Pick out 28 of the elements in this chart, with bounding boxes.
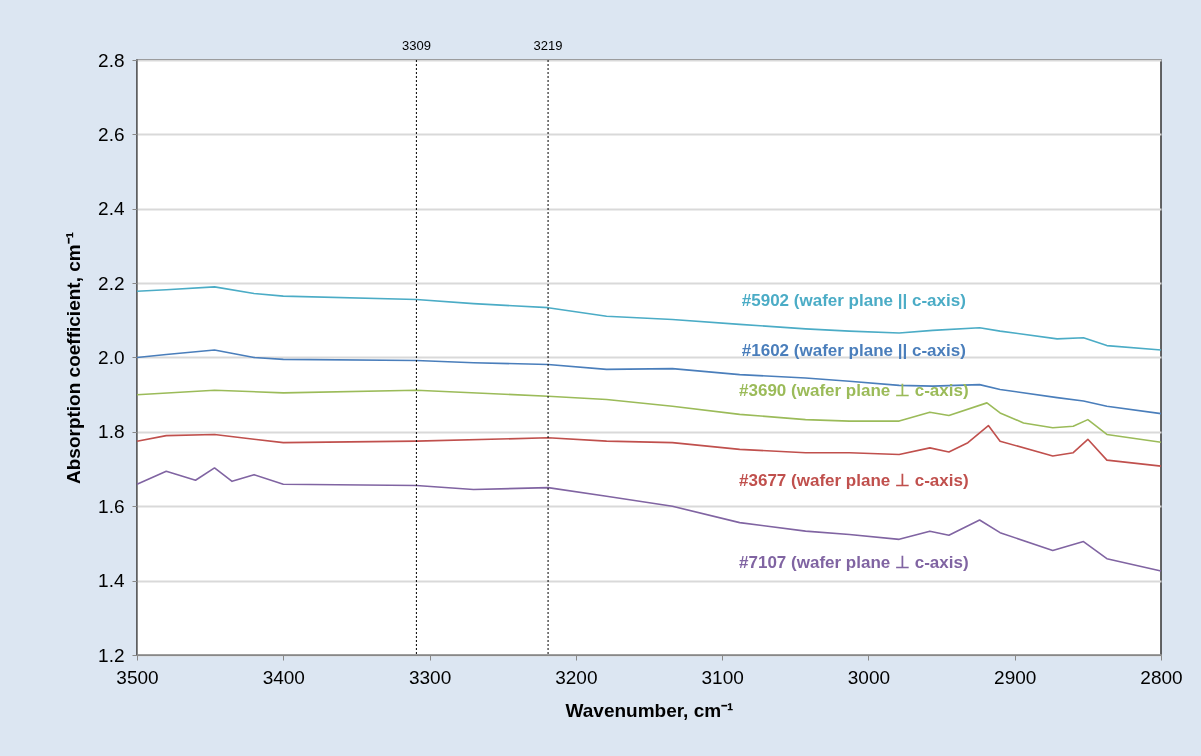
y-tick-label: 2.4 — [98, 198, 125, 220]
x-tick-label: 3400 — [262, 666, 305, 688]
x-tick-label: 3100 — [701, 666, 744, 688]
series-label: #7107 (wafer plane ⊥ c-axis) — [739, 552, 969, 572]
y-tick-label: 2.0 — [98, 347, 125, 368]
y-tick-label: 1.4 — [98, 570, 125, 592]
series-label: #5902 (wafer plane || c-axis) — [741, 291, 966, 311]
y-tick-label: 1.6 — [98, 495, 125, 517]
line-series — [136, 467, 1162, 572]
ref-line-label: 3219 — [533, 38, 563, 53]
series-label: #3690 (wafer plane ⊥ c-axis) — [739, 381, 969, 401]
x-axis-title: Wavenumber, cm⁻¹ — [565, 699, 734, 721]
x-tick-label: 3200 — [555, 666, 598, 688]
y-tick-label: 2.2 — [98, 272, 125, 294]
y-tick-label: 2.6 — [98, 123, 125, 145]
y-tick-label: 1.8 — [98, 421, 125, 443]
x-tick-label: 3300 — [408, 666, 452, 688]
x-tick-label: 2900 — [994, 666, 1037, 688]
x-tick-label: 3000 — [847, 666, 891, 688]
line-series — [136, 424, 1162, 467]
series-label: #3677 (wafer plane ⊥ c-axis) — [739, 470, 969, 490]
ref-line-label: 3309 — [401, 38, 431, 53]
y-tick-label: 1.2 — [98, 644, 125, 666]
x-tick-label: 3500 — [116, 666, 159, 688]
y-axis-title: Absorption coefficient, cm⁻¹ — [63, 232, 85, 484]
y-tick-label: 2.8 — [98, 49, 125, 71]
series-label: #1602 (wafer plane || c-axis) — [741, 341, 966, 361]
x-tick-label: 2800 — [1140, 666, 1183, 688]
